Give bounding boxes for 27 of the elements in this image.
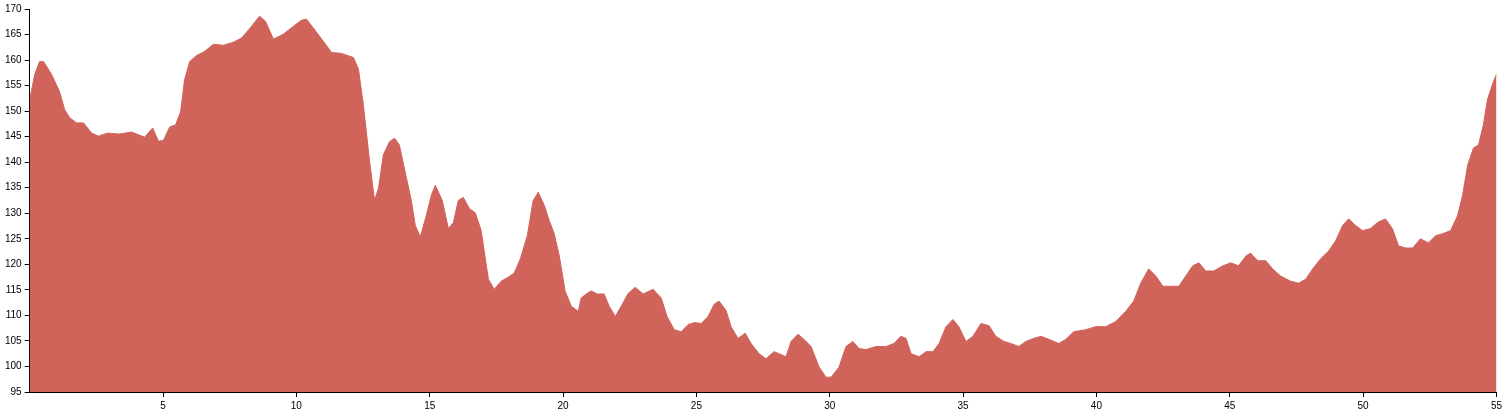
y-tick-label: 145: [5, 130, 23, 142]
x-tick-label: 40: [1090, 399, 1103, 411]
y-tick-label: 120: [5, 258, 23, 270]
x-tick-label: 55: [1490, 399, 1503, 411]
x-tick-label: 30: [824, 399, 836, 411]
y-tick-label: 135: [5, 181, 23, 193]
x-tick-label: 20: [557, 399, 570, 411]
x-tick-label: 50: [1357, 399, 1370, 411]
x-tick-label: 45: [1224, 399, 1236, 411]
y-tick-label: 165: [5, 28, 23, 40]
y-tick-label: 115: [5, 283, 23, 295]
y-tick-label: 170: [5, 2, 23, 14]
y-tick-label: 125: [5, 232, 23, 244]
y-tick-label: 140: [5, 155, 23, 167]
x-tick-label: 35: [957, 399, 970, 411]
y-tick-label: 155: [5, 79, 23, 91]
x-tick-label: 5: [160, 399, 167, 411]
y-tick-label: 100: [5, 360, 23, 372]
y-tick-label: 110: [5, 309, 23, 321]
y-tick-label: 95: [10, 385, 23, 397]
x-tick-label: 15: [424, 399, 436, 411]
y-tick-label: 105: [5, 334, 23, 346]
y-tick-label: 150: [5, 104, 23, 116]
y-tick-label: 130: [5, 207, 23, 219]
x-tick-label: 25: [690, 399, 703, 411]
x-tick-label: 10: [290, 399, 303, 411]
y-tick-label: 160: [5, 53, 23, 65]
